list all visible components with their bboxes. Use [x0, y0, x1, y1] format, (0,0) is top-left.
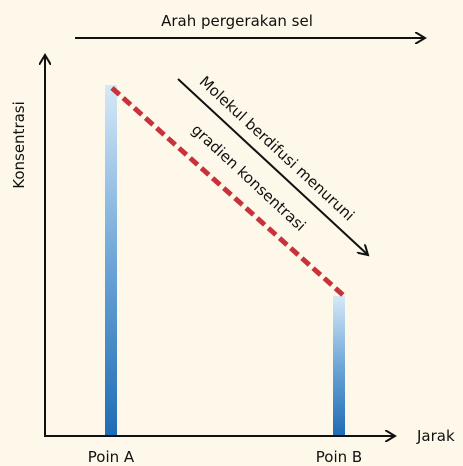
annotation-arrow — [177, 78, 368, 255]
point-label: Poin B — [316, 448, 362, 466]
x-axis-label: Jarak — [416, 427, 455, 445]
y-axis-label: Konsentrasi — [10, 101, 28, 189]
header-title: Arah pergerakan sel — [161, 12, 313, 30]
bar-a — [105, 85, 117, 435]
gradient-line — [110, 86, 345, 297]
bar-b — [333, 296, 345, 435]
point-label: Poin A — [88, 448, 135, 466]
